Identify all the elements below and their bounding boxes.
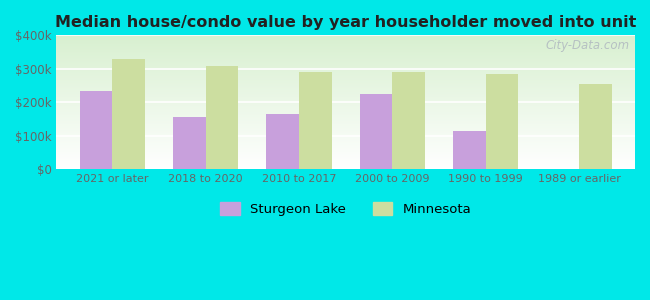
Title: Median house/condo value by year householder moved into unit: Median house/condo value by year househo… [55,15,636,30]
Bar [112,59,145,169]
Bar [579,84,612,169]
Bar [486,74,518,169]
Bar [206,66,239,169]
Bar [266,114,299,169]
Legend: Sturgeon Lake, Minnesota: Sturgeon Lake, Minnesota [220,202,472,216]
Bar [80,91,112,169]
Bar [393,72,425,169]
Text: City-Data.com: City-Data.com [545,39,629,52]
Bar [453,131,486,169]
Bar [299,72,332,169]
Bar [359,94,393,169]
Bar [173,117,206,169]
